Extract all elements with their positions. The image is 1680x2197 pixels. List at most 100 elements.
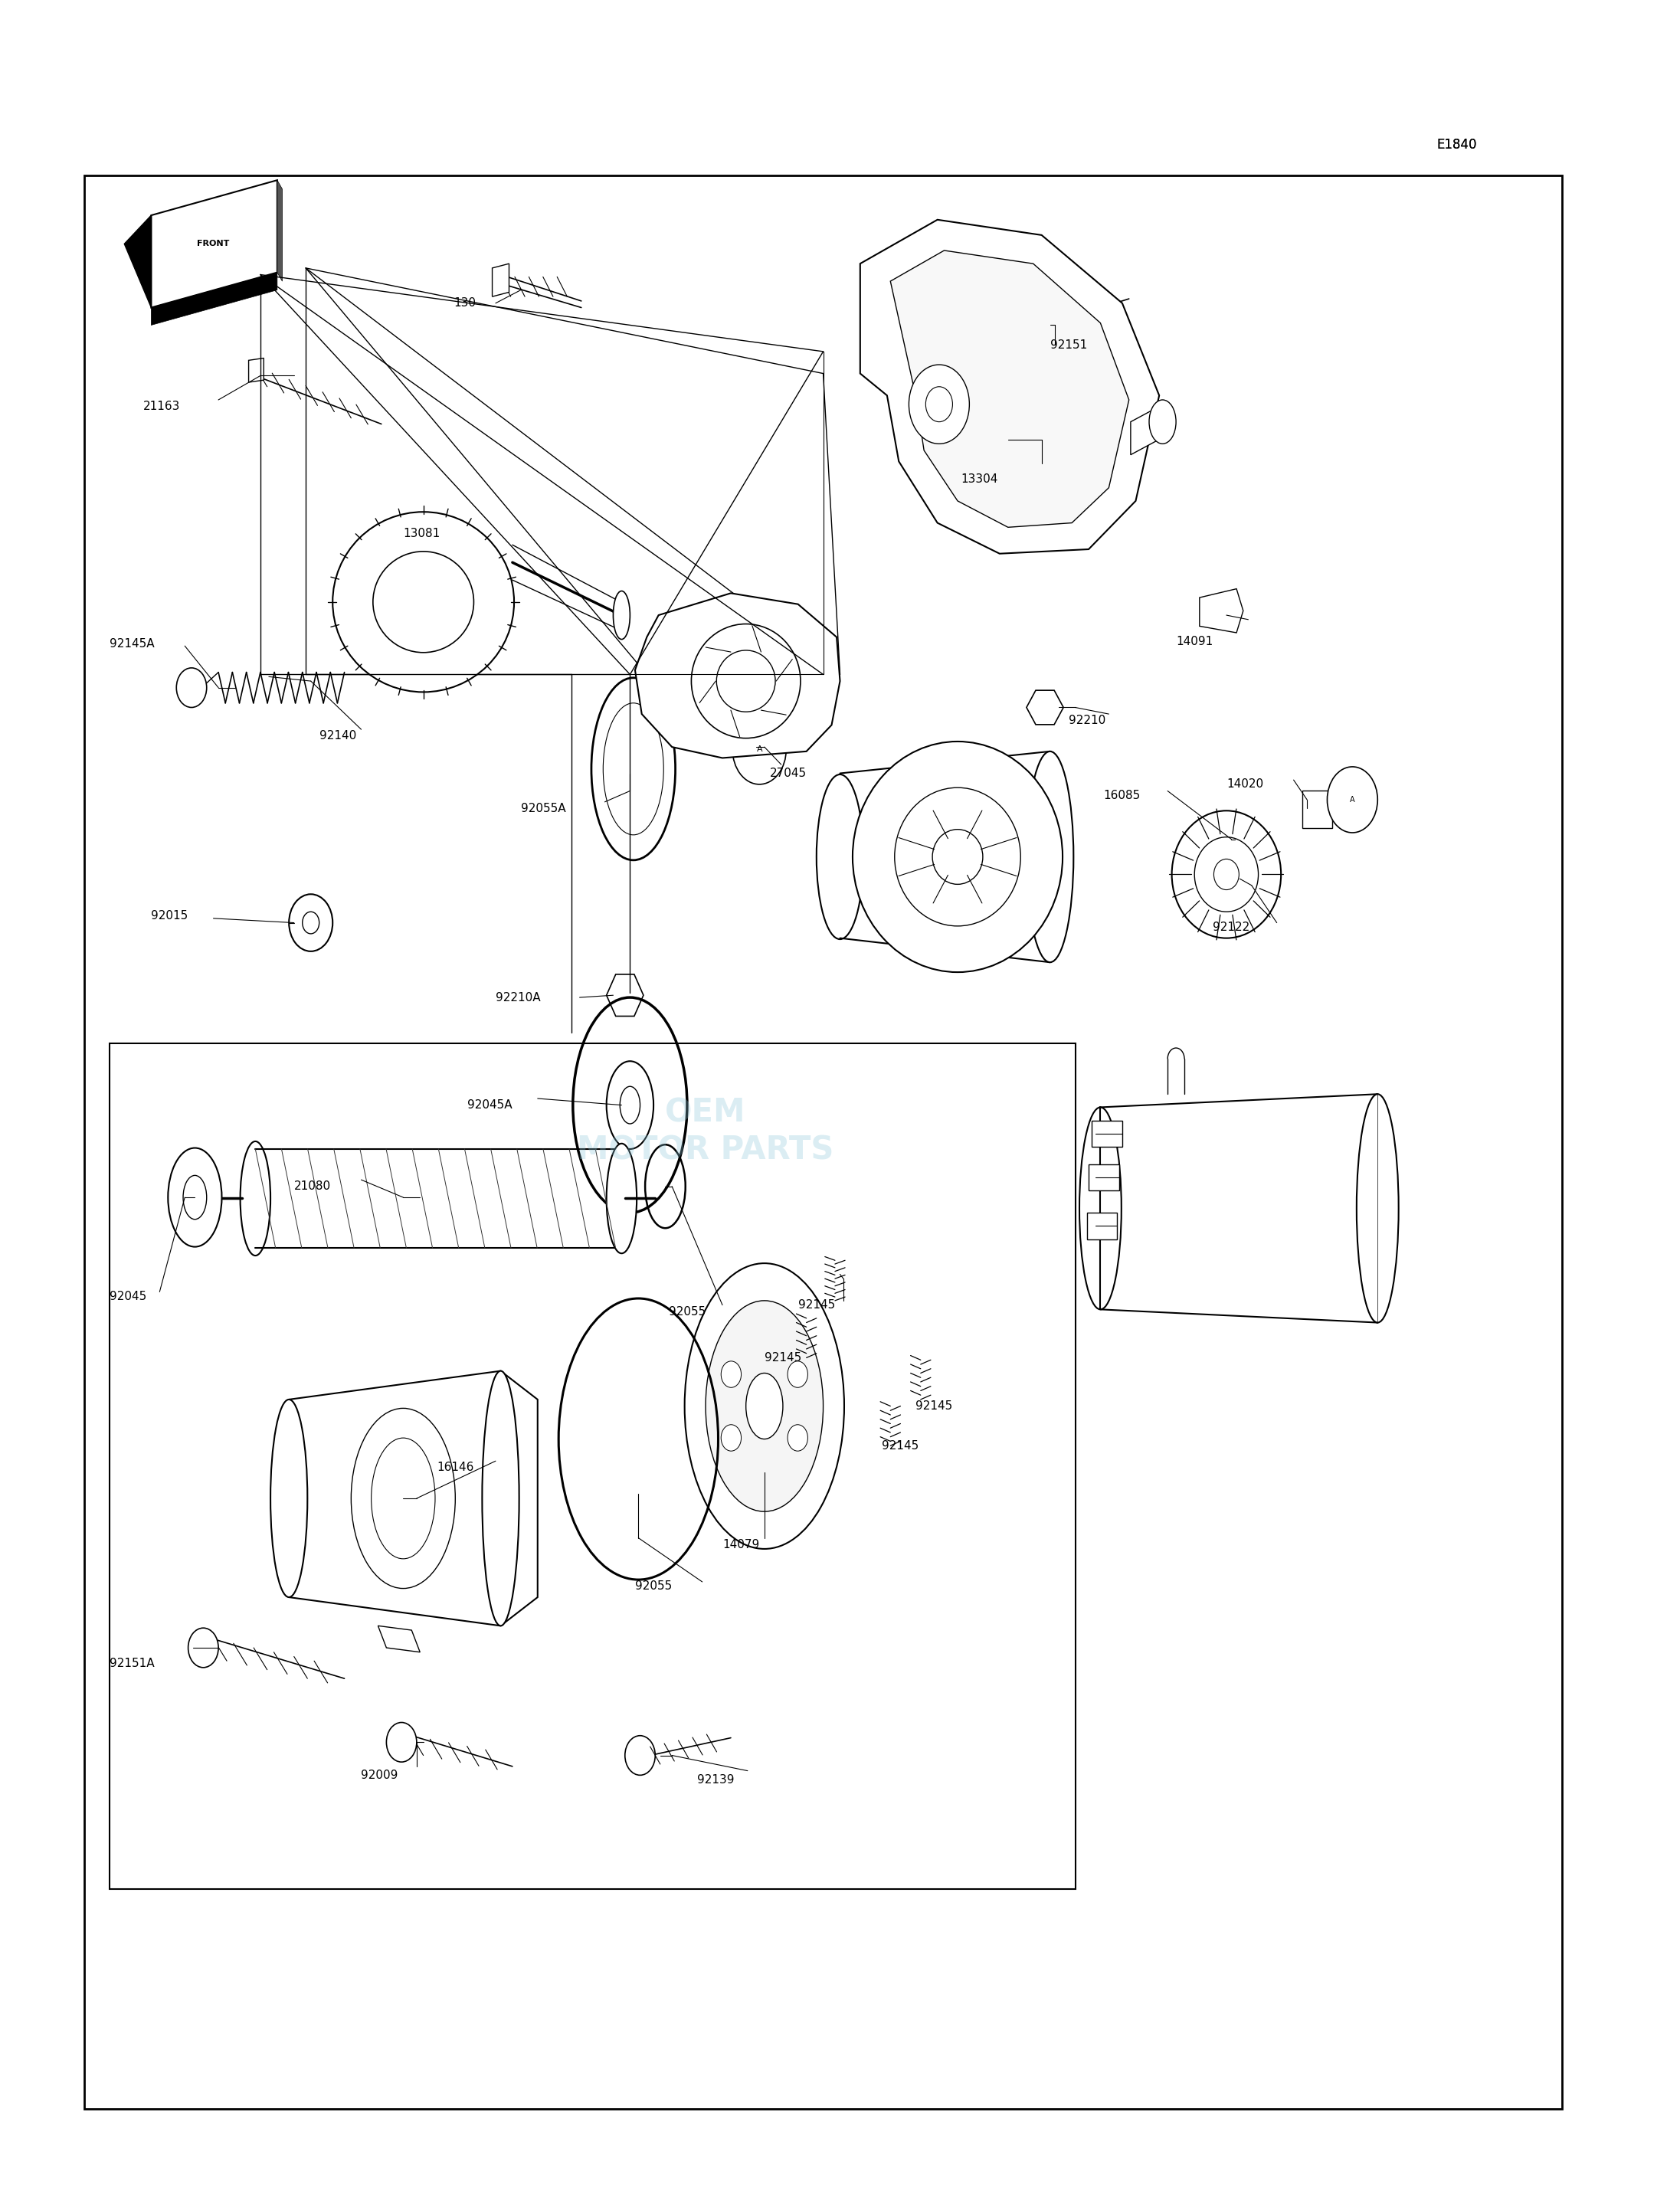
Text: 92122: 92122 — [1213, 921, 1250, 934]
Ellipse shape — [746, 1373, 783, 1439]
Text: 16085: 16085 — [1104, 789, 1141, 802]
Polygon shape — [151, 272, 277, 325]
Text: 21080: 21080 — [294, 1180, 331, 1193]
Text: 92145: 92145 — [764, 1351, 801, 1364]
Ellipse shape — [270, 1399, 307, 1597]
Polygon shape — [1131, 406, 1159, 455]
Text: 92145: 92145 — [882, 1439, 919, 1452]
Text: 13081: 13081 — [403, 527, 440, 540]
Text: 14020: 14020 — [1226, 778, 1263, 791]
Text: OEM
MOTOR PARTS: OEM MOTOR PARTS — [578, 1096, 833, 1167]
Circle shape — [788, 1362, 808, 1389]
Circle shape — [926, 387, 953, 422]
Ellipse shape — [606, 1061, 654, 1149]
Circle shape — [721, 1424, 741, 1450]
Polygon shape — [860, 220, 1159, 554]
Circle shape — [909, 365, 969, 444]
Ellipse shape — [620, 1088, 640, 1125]
Ellipse shape — [168, 1147, 222, 1248]
Ellipse shape — [1149, 400, 1176, 444]
Polygon shape — [151, 180, 277, 308]
Ellipse shape — [1026, 751, 1074, 962]
Text: A: A — [1349, 795, 1356, 804]
Text: 92151: 92151 — [1050, 338, 1087, 352]
Polygon shape — [890, 250, 1129, 527]
Bar — [84, 176, 1562, 2109]
Polygon shape — [124, 215, 151, 308]
Circle shape — [788, 1424, 808, 1450]
Text: 92045A: 92045A — [467, 1098, 512, 1112]
Text: 27045: 27045 — [769, 767, 806, 780]
Ellipse shape — [1194, 837, 1258, 912]
Ellipse shape — [371, 1439, 435, 1560]
Text: 92210: 92210 — [1068, 714, 1105, 727]
Ellipse shape — [240, 1142, 270, 1254]
Text: 92145: 92145 — [798, 1298, 835, 1312]
Ellipse shape — [183, 1175, 207, 1219]
Polygon shape — [277, 180, 282, 281]
Text: 92140: 92140 — [319, 729, 356, 743]
Text: 92009: 92009 — [361, 1769, 398, 1782]
Text: 92055: 92055 — [635, 1580, 672, 1593]
Text: 14091: 14091 — [1176, 635, 1213, 648]
Text: 130: 130 — [454, 297, 475, 310]
Polygon shape — [378, 1626, 420, 1652]
Ellipse shape — [613, 591, 630, 639]
Polygon shape — [249, 358, 264, 382]
Text: 92151A: 92151A — [109, 1657, 155, 1670]
Text: 92055: 92055 — [669, 1305, 706, 1318]
Text: 92139: 92139 — [697, 1773, 734, 1786]
Text: 92145: 92145 — [916, 1399, 953, 1413]
Circle shape — [302, 912, 319, 934]
Text: 16146: 16146 — [437, 1461, 474, 1474]
Text: 92015: 92015 — [151, 910, 188, 923]
Ellipse shape — [692, 624, 801, 738]
Text: 92055A: 92055A — [521, 802, 566, 815]
Polygon shape — [1092, 1120, 1122, 1147]
Ellipse shape — [716, 650, 776, 712]
Polygon shape — [635, 593, 840, 758]
Circle shape — [732, 714, 786, 784]
Ellipse shape — [351, 1408, 455, 1588]
Ellipse shape — [685, 1263, 845, 1549]
Ellipse shape — [894, 787, 1020, 927]
Text: 13304: 13304 — [961, 472, 998, 486]
Ellipse shape — [482, 1371, 519, 1626]
Circle shape — [176, 668, 207, 707]
Polygon shape — [501, 1371, 538, 1626]
Circle shape — [188, 1628, 218, 1668]
Ellipse shape — [1213, 859, 1238, 890]
Ellipse shape — [373, 551, 474, 653]
Polygon shape — [606, 973, 643, 1017]
Circle shape — [721, 1362, 741, 1389]
Text: 14079: 14079 — [722, 1538, 759, 1551]
Polygon shape — [1038, 308, 1048, 334]
Bar — [109, 1044, 1075, 1889]
Polygon shape — [1026, 690, 1063, 725]
Ellipse shape — [333, 512, 514, 692]
Ellipse shape — [932, 830, 983, 883]
Ellipse shape — [1080, 1107, 1122, 1309]
Text: FRONT: FRONT — [197, 239, 230, 248]
Circle shape — [386, 1722, 417, 1762]
Ellipse shape — [606, 1142, 637, 1252]
Circle shape — [289, 894, 333, 951]
Circle shape — [1327, 767, 1378, 833]
Ellipse shape — [852, 743, 1062, 973]
Polygon shape — [1087, 1213, 1117, 1239]
Text: 21163: 21163 — [143, 400, 180, 413]
Text: E1840: E1840 — [1436, 138, 1477, 152]
Text: 92145A: 92145A — [109, 637, 155, 650]
Ellipse shape — [591, 677, 675, 859]
Polygon shape — [1302, 791, 1332, 828]
Text: E1840: E1840 — [1436, 138, 1477, 152]
Polygon shape — [492, 264, 509, 297]
Text: 92045: 92045 — [109, 1290, 146, 1303]
Text: A: A — [756, 745, 763, 754]
Ellipse shape — [1171, 811, 1280, 938]
Text: 92210A: 92210A — [496, 991, 541, 1004]
Ellipse shape — [1357, 1094, 1398, 1323]
Polygon shape — [1200, 589, 1243, 633]
Ellipse shape — [816, 776, 864, 940]
Polygon shape — [1089, 1164, 1119, 1191]
